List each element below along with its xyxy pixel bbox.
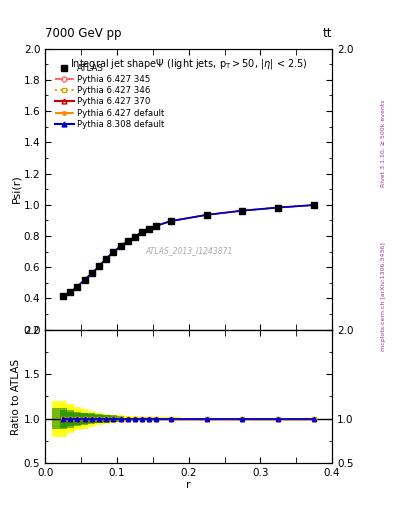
Text: Integral jet shape$\Psi$ (light jets, p$_\mathregular{T}$$>$50, |$\eta$| < 2.5): Integral jet shape$\Psi$ (light jets, p$… (70, 57, 308, 71)
Y-axis label: Psi(r): Psi(r) (11, 175, 21, 203)
Text: Rivet 3.1.10, ≥ 500k events: Rivet 3.1.10, ≥ 500k events (381, 99, 386, 187)
X-axis label: r: r (186, 480, 191, 489)
Text: ATLAS_2013_I1243871: ATLAS_2013_I1243871 (145, 246, 232, 255)
Y-axis label: Ratio to ATLAS: Ratio to ATLAS (11, 358, 21, 435)
Text: 7000 GeV pp: 7000 GeV pp (45, 27, 122, 40)
Text: mcplots.cern.ch [arXiv:1306.3436]: mcplots.cern.ch [arXiv:1306.3436] (381, 243, 386, 351)
Legend: ATLAS, Pythia 6.427 345, Pythia 6.427 346, Pythia 6.427 370, Pythia 6.427 defaul: ATLAS, Pythia 6.427 345, Pythia 6.427 34… (52, 61, 167, 131)
Text: tt: tt (323, 27, 332, 40)
